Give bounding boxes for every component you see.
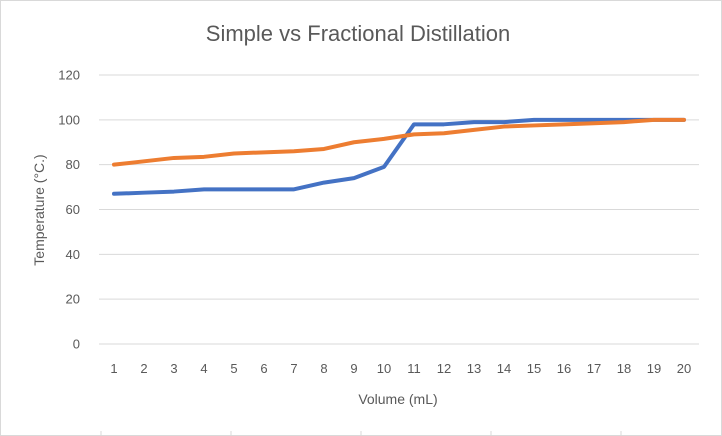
y-tick-label: 0: [73, 337, 80, 352]
x-tick-label: 13: [467, 361, 481, 376]
x-tick-label: 14: [497, 361, 511, 376]
x-tick-label: 2: [140, 361, 147, 376]
x-tick-label: 18: [617, 361, 631, 376]
gridlines: [99, 74, 699, 345]
x-tick-label: 20: [677, 361, 691, 376]
series-lines: [112, 117, 686, 196]
x-tick-label: 8: [320, 361, 327, 376]
bottom-edge-marks: [100, 431, 622, 436]
x-tick-label: 4: [200, 361, 207, 376]
x-tick-label: 19: [647, 361, 661, 376]
x-axis-label: Volume (mL): [358, 391, 437, 407]
series-line-2: [112, 117, 686, 167]
x-tick-label: 16: [557, 361, 571, 376]
x-tick-label: 11: [407, 361, 421, 376]
y-axis-ticks: 0 20 40 60 80 100 120: [58, 68, 80, 352]
x-tick-label: 10: [377, 361, 391, 376]
y-tick-label: 40: [66, 247, 80, 262]
x-tick-label: 6: [260, 361, 267, 376]
y-tick-label: 80: [66, 157, 80, 172]
x-tick-label: 12: [437, 361, 451, 376]
series-line-1: [112, 117, 686, 196]
x-tick-label: 15: [527, 361, 541, 376]
x-tick-label: 17: [587, 361, 601, 376]
y-tick-label: 60: [66, 202, 80, 217]
x-axis-ticks: 1 2 3 4 5 6 7 8 9 10 11 12 13 14 15 16 17 18 19 20: [110, 361, 691, 376]
chart-title: Simple vs Fractional Distillation: [206, 21, 510, 46]
y-tick-label: 120: [58, 68, 80, 83]
x-tick-label: 1: [110, 361, 117, 376]
y-axis-label: Temperature (°C.): [31, 154, 47, 265]
x-tick-label: 3: [170, 361, 177, 376]
x-tick-label: 7: [290, 361, 297, 376]
x-tick-label: 9: [350, 361, 357, 376]
y-tick-label: 100: [58, 112, 80, 127]
y-tick-label: 20: [66, 292, 80, 307]
x-tick-label: 5: [230, 361, 237, 376]
